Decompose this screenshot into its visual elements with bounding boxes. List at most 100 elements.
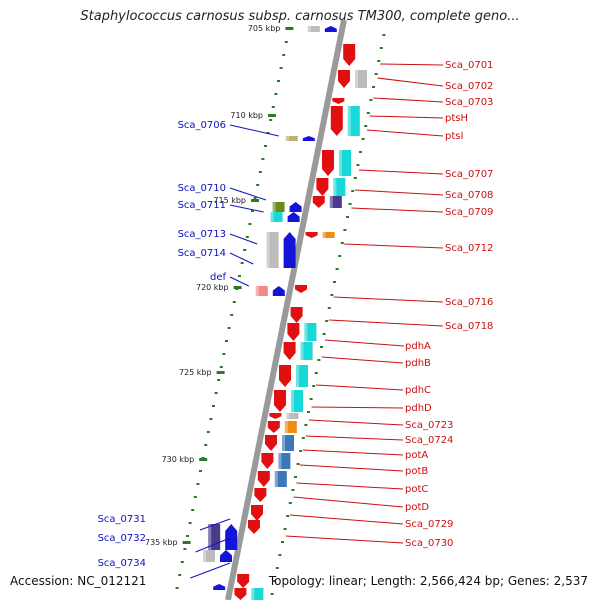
gene-label-sca_0706[interactable]: Sca_0706 [178, 120, 226, 131]
gene-label-potc[interactable]: potC [405, 484, 428, 495]
gene-label-ptsi[interactable]: ptsI [445, 131, 463, 142]
label-leader-line [308, 419, 404, 426]
gene-label-sca_0711[interactable]: Sca_0711 [178, 200, 226, 211]
gene-arrow-reverse[interactable] [338, 70, 350, 88]
kbp-tick-label: 725 kbp [179, 368, 212, 377]
gene-label-sca_0712[interactable]: Sca_0712 [445, 243, 493, 254]
gene-label-sca_0732[interactable]: Sca_0732 [98, 533, 146, 544]
gene-arrow-forward[interactable] [302, 136, 315, 141]
gene-arrow-forward[interactable] [324, 26, 337, 32]
gene-label-sca_0701[interactable]: Sca_0701 [445, 60, 493, 71]
track-dot [312, 385, 316, 387]
track-dot [274, 93, 278, 95]
gene-label-potd[interactable]: potD [405, 502, 429, 513]
gene-arrow-forward[interactable] [287, 212, 300, 222]
gene-arrow-reverse[interactable] [316, 178, 329, 196]
track-dot [261, 158, 265, 160]
gene-arrow-reverse[interactable] [234, 588, 247, 600]
track-dot [275, 567, 279, 569]
cog-box-highlight [286, 413, 290, 419]
track-dot [271, 106, 275, 108]
track-dot [379, 47, 383, 49]
gene-label-potb[interactable]: potB [405, 466, 428, 477]
cog-box [307, 26, 320, 32]
cog-box-highlight [208, 524, 212, 550]
gene-label-sca_0730[interactable]: Sca_0730 [405, 538, 453, 549]
cog-box [291, 390, 303, 412]
gene-arrow-forward[interactable] [272, 286, 285, 296]
track-dot [282, 54, 286, 56]
gene-arrow-reverse[interactable] [265, 435, 277, 451]
cog-box [339, 150, 351, 176]
gene-label-sca_0709[interactable]: Sca_0709 [445, 207, 493, 218]
gene-label-sca_0729[interactable]: Sca_0729 [405, 519, 453, 530]
cog-box-highlight [255, 286, 259, 296]
gene-arrow-reverse[interactable] [267, 421, 280, 433]
label-leader-line [377, 77, 444, 87]
gene-arrow-reverse[interactable] [287, 323, 300, 341]
kbp-tick-label: 705 kbp [248, 24, 281, 33]
gene-label-sca_0724[interactable]: Sca_0724 [405, 435, 453, 446]
track-dot [288, 502, 292, 504]
gene-arrow-forward[interactable] [213, 584, 226, 590]
gene-arrow-reverse[interactable] [257, 471, 270, 487]
gene-arrow-reverse[interactable] [237, 574, 250, 588]
gene-label-sca_0703[interactable]: Sca_0703 [445, 97, 493, 108]
cog-box [266, 232, 279, 268]
label-leader-line [311, 406, 404, 409]
track-dot [309, 398, 313, 400]
gene-label-sca_0713[interactable]: Sca_0713 [178, 229, 226, 240]
gene-label-pota[interactable]: potA [405, 450, 428, 461]
gene-arrow-forward[interactable] [283, 232, 296, 268]
track-dot [343, 229, 347, 231]
gene-arrow-reverse[interactable] [269, 413, 282, 419]
gene-label-sca_0707[interactable]: Sca_0707 [445, 169, 493, 180]
track-dot [353, 177, 357, 179]
gene-arrow-forward[interactable] [225, 524, 238, 550]
kbp-tick [285, 27, 294, 30]
gene-label-sca_0702[interactable]: Sca_0702 [445, 81, 493, 92]
gene-arrow-forward[interactable] [220, 550, 232, 562]
gene-label-sca_0734[interactable]: Sca_0734 [98, 558, 146, 569]
cog-box-highlight [278, 453, 282, 469]
track-dot [335, 268, 339, 270]
track-dot [273, 580, 277, 582]
gene-label-sca_0716[interactable]: Sca_0716 [445, 297, 493, 308]
gene-arrow-reverse[interactable] [343, 44, 356, 66]
gene-label-pdhc[interactable]: pdhC [405, 385, 431, 396]
kbp-tick [216, 371, 225, 374]
gene-arrow-reverse[interactable] [322, 150, 334, 176]
gene-label-sca_0731[interactable]: Sca_0731 [98, 514, 146, 525]
label-leader-line [344, 243, 444, 249]
gene-arrow-reverse[interactable] [312, 196, 325, 208]
gene-label-pdha[interactable]: pdhA [405, 341, 431, 352]
gene-arrow-reverse[interactable] [248, 520, 260, 534]
gene-arrow-reverse[interactable] [330, 106, 343, 136]
gene-label-sca_0714[interactable]: Sca_0714 [178, 248, 226, 259]
track-dot [227, 327, 231, 329]
gene-label-ptsh[interactable]: ptsH [445, 113, 468, 124]
gene-label-pdhb[interactable]: pdhB [405, 358, 431, 369]
gene-arrow-reverse[interactable] [290, 307, 303, 323]
gene-label-sca_0718[interactable]: Sca_0718 [445, 321, 493, 332]
gene-label-pdhd[interactable]: pdhD [405, 403, 432, 414]
gene-arrow-reverse[interactable] [274, 390, 286, 412]
track-dot [258, 171, 262, 173]
cog-box-highlight [284, 421, 288, 433]
gene-label-sca_0723[interactable]: Sca_0723 [405, 420, 453, 431]
cog-box-highlight [270, 212, 274, 222]
gene-label-def[interactable]: def [210, 272, 227, 283]
gene-arrow-reverse[interactable] [283, 342, 296, 360]
gene-arrow-reverse[interactable] [261, 453, 274, 469]
gene-arrow-reverse[interactable] [251, 505, 263, 521]
gene-arrow-reverse[interactable] [279, 365, 291, 387]
gene-label-sca_0710[interactable]: Sca_0710 [178, 183, 226, 194]
gene-label-sca_0708[interactable]: Sca_0708 [445, 190, 493, 201]
gene-arrow-forward[interactable] [289, 202, 302, 212]
label-leader-line [229, 276, 250, 287]
gene-arrow-reverse[interactable] [332, 98, 345, 104]
gene-arrow-reverse[interactable] [254, 488, 267, 502]
gene-arrow-reverse[interactable] [295, 285, 307, 293]
gene-arrow-reverse[interactable] [305, 232, 318, 238]
